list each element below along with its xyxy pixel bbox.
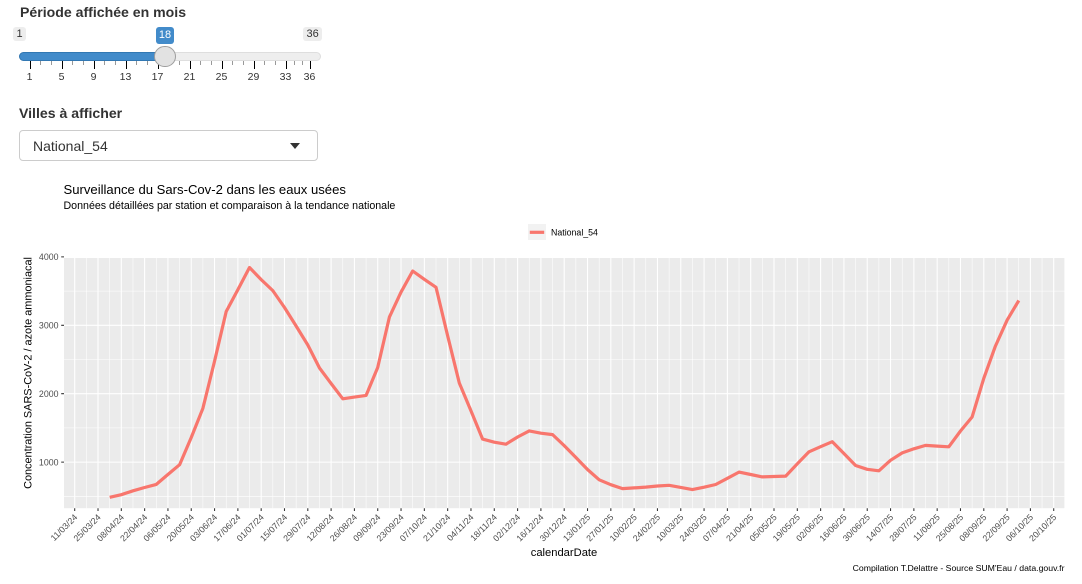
svg-text:National_54: National_54 bbox=[551, 227, 598, 237]
svg-text:2000: 2000 bbox=[39, 389, 59, 399]
svg-text:Données détaillées par station: Données détaillées par station et compar… bbox=[64, 200, 396, 212]
svg-text:calendarDate: calendarDate bbox=[531, 547, 598, 559]
svg-text:4000: 4000 bbox=[39, 252, 59, 262]
svg-text:1000: 1000 bbox=[39, 457, 59, 467]
svg-text:3000: 3000 bbox=[39, 321, 59, 331]
svg-text:Compilation T.Delattre - Sourc: Compilation T.Delattre - Source SUM'Eau … bbox=[853, 563, 1065, 573]
svg-text:Concentration SARS-CoV-2 / azo: Concentration SARS-CoV-2 / azote ammonia… bbox=[23, 257, 35, 489]
svg-text:Surveillance du Sars-Cov-2 dan: Surveillance du Sars-Cov-2 dans les eaux… bbox=[64, 182, 347, 197]
